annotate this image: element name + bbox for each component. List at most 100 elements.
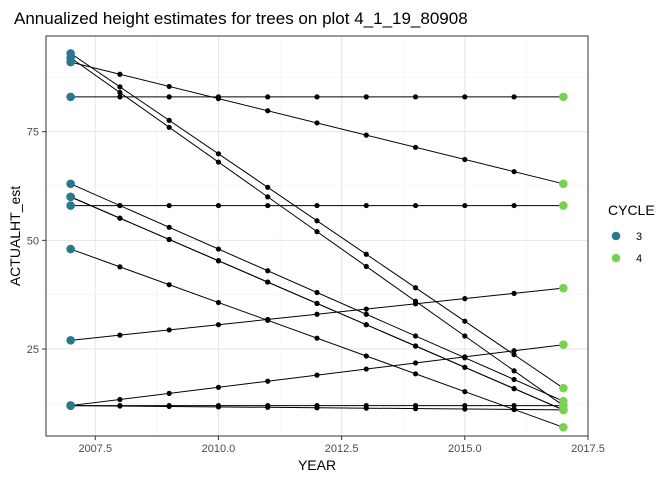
annual-estimate-point: [215, 404, 222, 410]
annual-estimate-point: [166, 224, 172, 230]
annual-estimate-point: [363, 353, 369, 359]
annual-estimate-point: [265, 268, 271, 274]
x-tick-label: 2017.5: [571, 443, 605, 455]
annual-estimate-point: [462, 354, 468, 360]
annual-estimate-point: [462, 318, 468, 324]
annual-estimate-point: [462, 156, 468, 163]
annual-estimate-point: [511, 352, 517, 358]
annual-estimate-point: [462, 333, 468, 339]
annual-estimate-point: [117, 84, 123, 90]
annual-estimate-point: [511, 402, 517, 409]
annual-estimate-point: [215, 159, 222, 165]
annual-estimate-point: [363, 132, 369, 138]
cycle-3-point: [66, 201, 75, 210]
annual-estimate-point: [363, 322, 369, 328]
annual-estimate-point: [166, 390, 172, 396]
legend-title: CYCLE: [608, 202, 655, 218]
annual-estimate-point: [363, 94, 369, 100]
annual-estimate-point: [215, 246, 222, 252]
annual-estimate-point: [166, 236, 172, 243]
cycle-3-point: [66, 336, 75, 345]
annual-estimate-point: [215, 202, 222, 209]
annual-estimate-point: [265, 94, 271, 100]
annual-estimate-point: [314, 300, 320, 306]
annual-estimate-point: [412, 406, 419, 412]
annual-estimate-point: [215, 384, 222, 390]
annual-estimate-point: [511, 376, 517, 383]
annual-estimate-point: [265, 202, 271, 209]
y-tick-label: 25: [27, 344, 39, 356]
annual-estimate-point: [166, 94, 172, 100]
annual-estimate-point: [314, 94, 320, 100]
cycle-3-point: [66, 179, 75, 189]
y-axis: 25 50 75: [27, 127, 46, 356]
annual-estimate-point: [363, 366, 369, 372]
x-axis: 2007.5 2010.0 2012.5 2015.0 2017.5: [78, 436, 605, 455]
y-tick-label: 50: [27, 235, 39, 247]
x-axis-title: YEAR: [298, 457, 336, 473]
annual-estimate-point: [314, 311, 320, 317]
cycle-4-point: [559, 201, 568, 210]
cycle-4-point: [559, 405, 568, 415]
annual-estimate-point: [265, 378, 271, 384]
annual-estimate-point: [363, 202, 369, 209]
annual-estimate-point: [166, 117, 172, 123]
annual-estimate-point: [462, 94, 468, 100]
legend-key-4: [611, 253, 621, 263]
annual-estimate-point: [166, 403, 172, 410]
annual-estimate-point: [363, 405, 369, 411]
annual-estimate-point: [117, 89, 123, 96]
legend-key-3: [611, 231, 621, 241]
annual-estimate-point: [166, 282, 172, 288]
cycle-4-point: [559, 423, 568, 432]
x-tick-label: 2007.5: [78, 443, 112, 455]
annual-estimate-point: [462, 364, 468, 370]
annual-estimate-point: [412, 301, 419, 307]
annual-estimate-point: [265, 108, 271, 114]
annual-estimate-point: [166, 124, 172, 130]
annual-estimate-point: [412, 94, 419, 100]
annual-estimate-point: [363, 306, 369, 312]
annual-estimate-point: [511, 169, 517, 175]
annual-estimate-point: [314, 229, 320, 235]
annual-estimate-point: [117, 94, 123, 100]
cycle-3-point: [66, 192, 75, 202]
annual-estimate-point: [117, 264, 123, 270]
annual-estimate-point: [314, 218, 320, 224]
x-tick-label: 2010.0: [202, 443, 236, 455]
annual-estimate-point: [511, 202, 517, 209]
annual-estimate-point: [215, 151, 222, 157]
annual-estimate-point: [117, 332, 123, 338]
data-points: [66, 49, 568, 432]
annual-estimate-point: [265, 316, 271, 323]
annual-estimate-point: [511, 368, 517, 374]
annual-estimate-point: [314, 120, 320, 126]
annual-estimate-point: [314, 202, 320, 209]
x-tick-label: 2015.0: [448, 443, 482, 455]
annual-estimate-point: [462, 389, 468, 395]
cycle-4-point: [559, 383, 568, 393]
annual-estimate-point: [462, 296, 468, 302]
annual-estimate-point: [117, 202, 123, 209]
annual-estimate-point: [215, 322, 222, 328]
annual-estimate-point: [314, 289, 320, 296]
annual-estimate-point: [265, 184, 271, 190]
legend: CYCLE 3 4: [608, 202, 655, 265]
annual-estimate-point: [314, 335, 320, 341]
cycle-4-point: [559, 179, 568, 189]
x-tick-label: 2012.5: [325, 443, 359, 455]
annual-estimate-point: [117, 396, 123, 403]
annual-estimate-point: [265, 194, 271, 200]
annual-estimate-point: [215, 258, 222, 264]
annual-estimate-point: [117, 403, 123, 409]
annual-estimate-point: [166, 202, 172, 209]
annual-estimate-point: [412, 144, 419, 150]
annual-estimate-point: [363, 311, 369, 317]
annual-estimate-point: [117, 71, 123, 77]
annual-estimate-point: [215, 96, 222, 102]
annual-estimate-point: [511, 406, 517, 413]
cycle-3-point: [66, 401, 75, 410]
annual-estimate-point: [412, 360, 419, 366]
annual-estimate-point: [265, 404, 271, 410]
